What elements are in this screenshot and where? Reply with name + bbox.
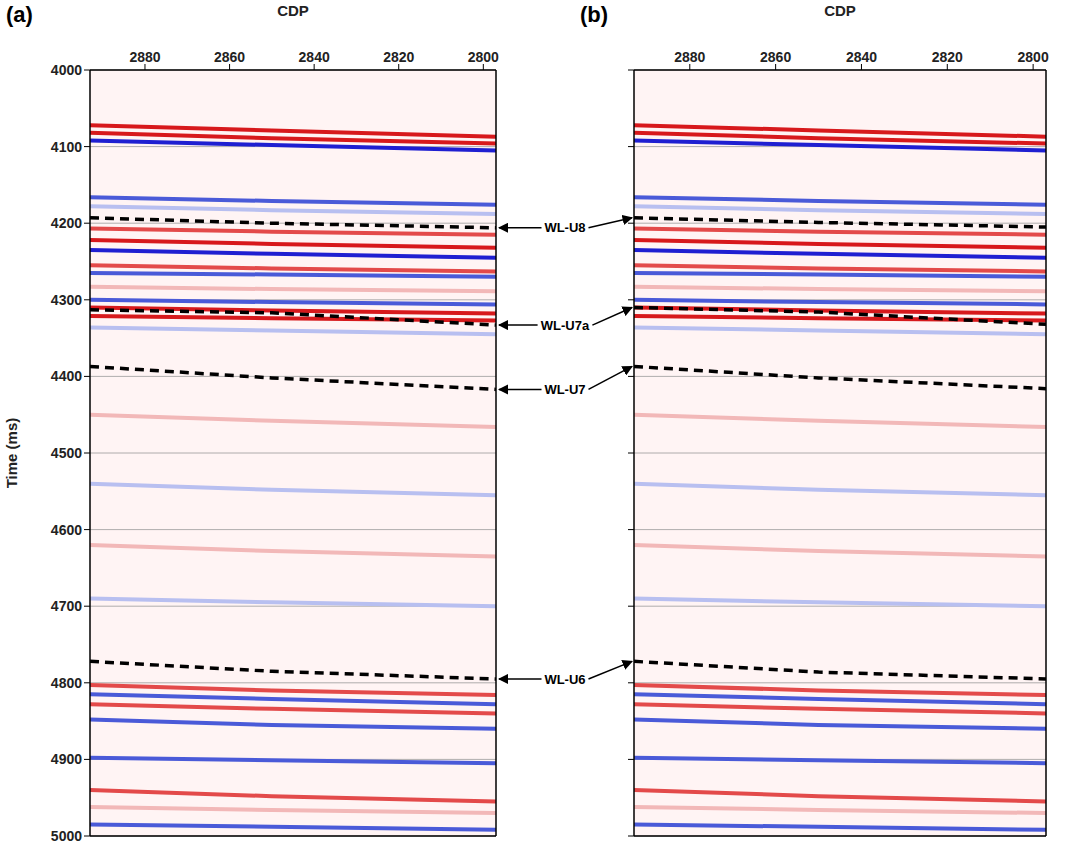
html-text:(b): (b): [580, 2, 609, 27]
svg-text:2860: 2860: [214, 49, 245, 65]
html-text:(a): (a): [6, 2, 33, 27]
svg-text:2840: 2840: [846, 49, 877, 65]
svg-text:4700: 4700: [51, 598, 82, 614]
svg-text:5000: 5000: [51, 828, 82, 844]
svg-text:2800: 2800: [1018, 49, 1049, 65]
svg-text:4600: 4600: [51, 522, 82, 538]
svg-text:WL-U6: WL-U6: [544, 672, 585, 687]
svg-text:2840: 2840: [299, 49, 330, 65]
svg-text:4500: 4500: [51, 445, 82, 461]
svg-text:2800: 2800: [468, 49, 499, 65]
svg-text:2820: 2820: [383, 49, 414, 65]
svg-text:4100: 4100: [51, 139, 82, 155]
svg-text:4400: 4400: [51, 368, 82, 384]
html-text:CDP: CDP: [277, 2, 309, 19]
svg-text:2880: 2880: [129, 49, 160, 65]
svg-text:4300: 4300: [51, 292, 82, 308]
svg-text:4200: 4200: [51, 215, 82, 231]
svg-text:2880: 2880: [674, 49, 705, 65]
svg-text:WL-U7a: WL-U7a: [541, 318, 590, 333]
svg-text:Time (ms): Time (ms): [3, 418, 20, 489]
html-text:CDP: CDP: [824, 2, 856, 19]
svg-text:2860: 2860: [760, 49, 791, 65]
svg-text:WL-U7: WL-U7: [544, 382, 585, 397]
svg-text:4000: 4000: [51, 62, 82, 78]
svg-text:4900: 4900: [51, 751, 82, 767]
svg-text:2820: 2820: [932, 49, 963, 65]
svg-text:4800: 4800: [51, 675, 82, 691]
svg-text:WL-U8: WL-U8: [544, 220, 585, 235]
